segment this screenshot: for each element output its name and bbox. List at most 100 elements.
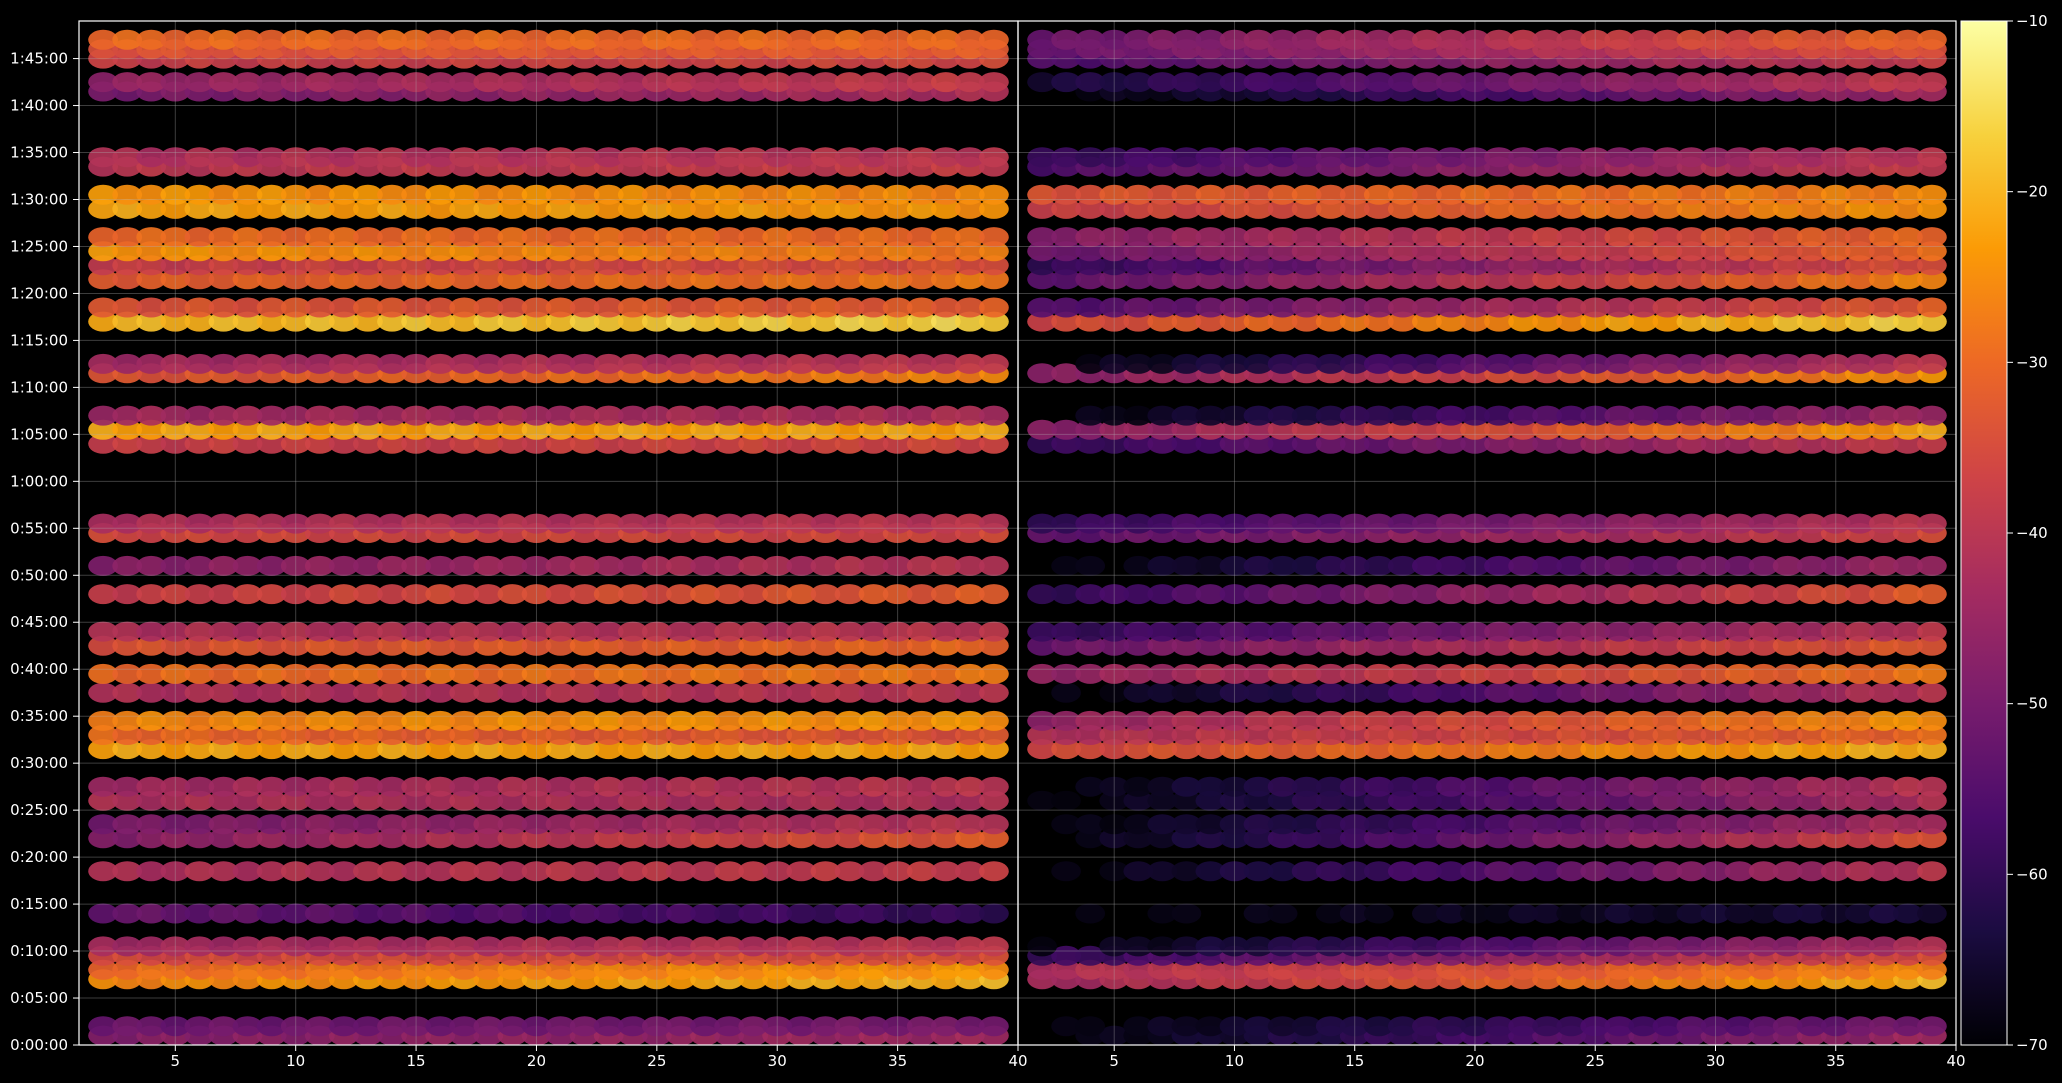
heatmap-cell xyxy=(1628,227,1659,248)
heatmap-cell xyxy=(1243,710,1274,731)
heatmap-cell xyxy=(1219,227,1250,248)
heatmap-cell xyxy=(1724,269,1755,290)
heatmap-cell xyxy=(1868,1016,1899,1037)
heatmap-cell xyxy=(641,513,672,534)
heatmap-cell xyxy=(738,903,769,924)
heatmap-cell xyxy=(1412,861,1442,882)
heatmap-cell xyxy=(401,433,431,454)
heatmap-cell xyxy=(617,227,648,248)
heatmap-cell xyxy=(617,198,648,219)
heatmap-cell xyxy=(1700,184,1731,205)
heatmap-cell xyxy=(1796,555,1827,576)
heatmap-cell xyxy=(1436,1016,1466,1037)
heatmap-cell xyxy=(569,419,600,440)
heatmap-cell xyxy=(1724,776,1755,797)
heatmap-cell xyxy=(834,147,865,168)
heatmap-cell xyxy=(810,29,841,50)
heatmap-cell xyxy=(1123,621,1154,642)
heatmap-cell xyxy=(1075,227,1106,248)
heatmap-cell xyxy=(1219,959,1250,980)
heatmap-cell xyxy=(1315,513,1346,534)
heatmap-cell xyxy=(1652,790,1683,811)
heatmap-cell xyxy=(1219,241,1250,262)
heatmap-cell xyxy=(762,828,793,849)
heatmap-cell xyxy=(762,936,793,957)
heatmap-cell xyxy=(545,227,576,248)
heatmap-cell xyxy=(1339,433,1370,454)
heatmap-cell xyxy=(112,903,143,924)
heatmap-cell xyxy=(1195,635,1226,656)
heatmap-cell xyxy=(1748,621,1779,642)
heatmap-cell xyxy=(1508,405,1538,426)
heatmap-cell xyxy=(545,419,576,440)
heatmap-cell xyxy=(425,814,456,835)
heatmap-cell xyxy=(1772,621,1803,642)
heatmap-cell xyxy=(353,255,383,276)
heatmap-cell xyxy=(1556,682,1587,703)
heatmap-cell xyxy=(112,555,143,576)
heatmap-cell xyxy=(425,790,456,811)
heatmap-cell xyxy=(1604,739,1635,760)
heatmap-cell xyxy=(1267,790,1298,811)
heatmap-cell xyxy=(1700,353,1731,374)
heatmap-cell xyxy=(256,710,287,731)
y-tick-label: 0:35:00 xyxy=(10,707,68,725)
heatmap-cell xyxy=(1893,311,1923,332)
heatmap-cell xyxy=(906,584,937,605)
heatmap-cell xyxy=(834,297,865,318)
heatmap-cell xyxy=(954,584,985,605)
heatmap-cell xyxy=(762,790,793,811)
heatmap-cell xyxy=(858,739,889,760)
heatmap-cell xyxy=(1820,828,1851,849)
heatmap-cell xyxy=(1387,663,1418,684)
y-tick-label: 0:50:00 xyxy=(10,566,68,584)
heatmap-cell xyxy=(353,269,383,290)
heatmap-cell xyxy=(930,739,961,760)
heatmap-cell xyxy=(1868,790,1899,811)
heatmap-cell xyxy=(160,513,191,534)
heatmap-cell xyxy=(1868,710,1899,731)
heatmap-cell xyxy=(1363,297,1394,318)
heatmap-cell xyxy=(425,682,456,703)
heatmap-cell xyxy=(1195,184,1226,205)
heatmap-cell xyxy=(979,353,1009,374)
heatmap-cell xyxy=(834,1016,865,1037)
heatmap-cell xyxy=(1267,814,1298,835)
heatmap-cell xyxy=(232,635,263,656)
heatmap-cell xyxy=(1532,814,1562,835)
heatmap-cell xyxy=(1123,433,1154,454)
heatmap-cell xyxy=(810,584,841,605)
x-tick-label: 30 xyxy=(768,1052,787,1070)
heatmap-cell xyxy=(473,555,504,576)
heatmap-cell xyxy=(882,936,913,957)
heatmap-cell xyxy=(858,72,889,93)
heatmap-cell xyxy=(593,227,624,248)
heatmap-cell xyxy=(545,297,576,318)
heatmap-cell xyxy=(497,790,528,811)
heatmap-cell xyxy=(762,72,793,93)
heatmap-cell xyxy=(1676,814,1707,835)
heatmap-cell xyxy=(1171,903,1202,924)
heatmap-cell xyxy=(569,433,600,454)
heatmap-cell xyxy=(1556,725,1587,745)
heatmap-cell xyxy=(449,635,480,656)
heatmap-cell xyxy=(834,241,865,262)
heatmap-cell xyxy=(641,621,672,642)
heatmap-cell xyxy=(1868,555,1899,576)
heatmap-cell xyxy=(1484,682,1514,703)
heatmap-cell xyxy=(160,635,191,656)
heatmap-cell xyxy=(738,861,769,882)
heatmap-cell xyxy=(1508,269,1538,290)
heatmap-cell xyxy=(1532,147,1562,168)
heatmap-cell xyxy=(1099,255,1130,276)
heatmap-cell xyxy=(1267,269,1298,290)
heatmap-cell xyxy=(786,739,817,760)
heatmap-cell xyxy=(497,433,528,454)
heatmap-cell xyxy=(1917,269,1947,290)
heatmap-cell xyxy=(208,725,239,745)
heatmap-cell xyxy=(1412,29,1442,50)
x-tick-label: 35 xyxy=(888,1052,907,1070)
heatmap-cell xyxy=(882,255,913,276)
heatmap-cell xyxy=(1652,936,1683,957)
heatmap-cell xyxy=(1844,29,1875,50)
